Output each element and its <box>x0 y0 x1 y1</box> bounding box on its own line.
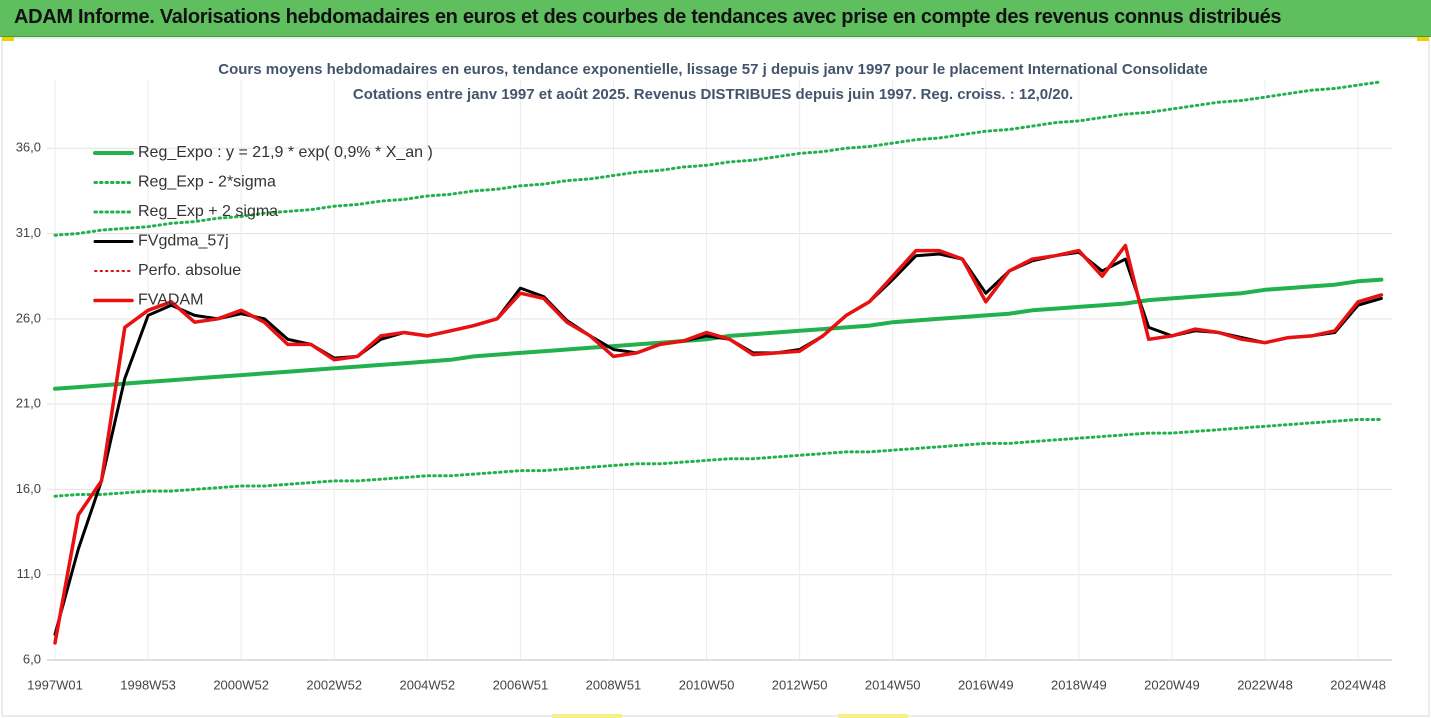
series-line <box>53 243 1384 645</box>
chart-subtitle: Cotations entre janv 1997 et août 2025. … <box>353 86 1073 103</box>
y-tick-label: 26,0 <box>16 310 41 325</box>
x-tick-label: 2018W49 <box>1051 677 1107 692</box>
x-tick-label: 2020W49 <box>1144 677 1200 692</box>
header-bar: ADAM Informe. Valorisations hebdomadaire… <box>0 0 1431 37</box>
bottom-mark <box>552 714 622 718</box>
grid <box>47 80 1392 661</box>
bottom-mark <box>838 714 908 718</box>
plot-lines <box>53 80 1384 645</box>
legend-label: FVADAM <box>138 292 203 309</box>
chart-border <box>1 37 1430 717</box>
x-tick-label: 2014W50 <box>865 677 921 692</box>
x-tick-label: 2000W52 <box>213 677 269 692</box>
x-tick-label: 2002W52 <box>306 677 362 692</box>
series-line <box>53 250 1383 636</box>
y-tick-label: 6,0 <box>23 651 41 666</box>
corner-mark <box>2 37 14 41</box>
x-tick-label: 2004W52 <box>399 677 455 692</box>
header-title: ADAM Informe. Valorisations hebdomadaire… <box>14 6 1282 28</box>
y-tick-label: 21,0 <box>16 396 41 411</box>
x-tick-label: 1998W53 <box>120 677 176 692</box>
legend-label: Reg_Expo : y = 21,9 * exp( 0,9% * X_an ) <box>138 144 433 161</box>
x-tick-label: 2010W50 <box>679 677 735 692</box>
x-tick-label: 2024W48 <box>1330 677 1386 692</box>
chart: Cours moyens hebdomadaires en euros, ten… <box>1 37 1430 718</box>
x-tick-label: 2008W51 <box>586 677 642 692</box>
y-tick-label: 31,0 <box>16 225 41 240</box>
corner-mark <box>1417 37 1429 41</box>
chart-title: Cours moyens hebdomadaires en euros, ten… <box>218 61 1207 78</box>
legend: Reg_Expo : y = 21,9 * exp( 0,9% * X_an )… <box>93 144 433 309</box>
legend-label: Reg_Exp - 2*sigma <box>138 174 276 191</box>
legend-label: FVgdma_57j <box>138 233 229 250</box>
x-tick-label: 2012W50 <box>772 677 828 692</box>
y-tick-label: 11,0 <box>17 566 41 581</box>
series-line <box>53 418 1383 498</box>
y-tick-label: 36,0 <box>16 140 41 155</box>
x-tick-label: 2006W51 <box>493 677 549 692</box>
y-tick-label: 16,0 <box>16 481 41 496</box>
x-tick-label: 2016W49 <box>958 677 1014 692</box>
series-line <box>53 80 1383 237</box>
x-tick-label: 1997W01 <box>27 677 83 692</box>
x-tick-label: 2022W48 <box>1237 677 1293 692</box>
legend-label: Reg_Exp + 2 sigma <box>138 203 278 220</box>
legend-label: Perfo. absolue <box>138 262 241 279</box>
axes: 6,0 11,0 16,0 21,0 26,0 31,0 36,0 1997W01 1998W5… <box>16 140 1392 692</box>
